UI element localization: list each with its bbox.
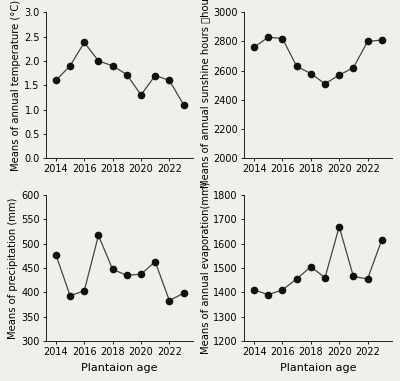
Y-axis label: Means of annual evaporation(mm): Means of annual evaporation(mm) — [200, 182, 210, 354]
Y-axis label: Means of precipitation (mm): Means of precipitation (mm) — [8, 197, 18, 339]
X-axis label: Plantaion age: Plantaion age — [280, 363, 356, 373]
X-axis label: Plantaion age: Plantaion age — [82, 363, 158, 373]
Y-axis label: Means of annual sunshine hours （hours）: Means of annual sunshine hours （hours） — [200, 0, 210, 188]
Y-axis label: Means of annual temperature (°C): Means of annual temperature (°C) — [12, 0, 22, 171]
